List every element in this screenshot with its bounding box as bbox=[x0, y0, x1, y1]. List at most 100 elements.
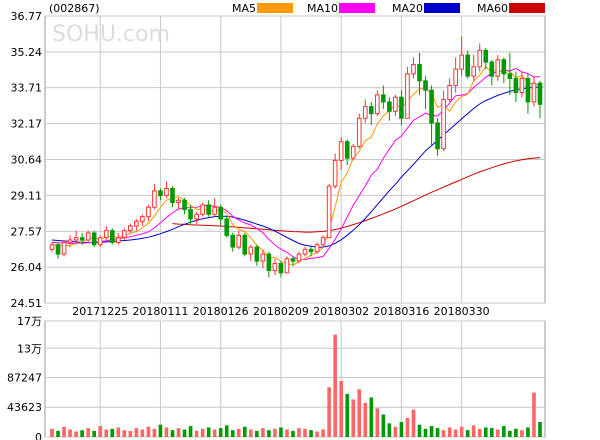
date-tick-label: 20180330 bbox=[434, 305, 490, 318]
candle-body-up bbox=[393, 96, 398, 112]
candle-body-down bbox=[242, 234, 248, 255]
candle-body-down bbox=[489, 61, 495, 77]
volume-bar bbox=[152, 428, 157, 437]
volume-bar bbox=[164, 427, 169, 437]
volume-bar bbox=[423, 428, 428, 437]
candle-body-up bbox=[356, 117, 362, 147]
candle-body-up bbox=[326, 185, 332, 239]
volume-bar bbox=[224, 425, 229, 437]
volume-panel-frame bbox=[44, 320, 546, 438]
volume-bar bbox=[273, 428, 277, 437]
candle-body-up bbox=[140, 216, 145, 222]
candle-body-down bbox=[266, 253, 272, 271]
volume-bar bbox=[158, 424, 163, 437]
candle-body-up bbox=[164, 188, 169, 197]
candle-body-up bbox=[362, 106, 368, 119]
ma5-line bbox=[51, 66, 541, 266]
volume-tick-label: 87247 bbox=[7, 371, 42, 384]
watermark: SOHU.com bbox=[52, 22, 170, 47]
volume-bar bbox=[502, 426, 506, 437]
volume-bar bbox=[56, 430, 60, 437]
legend-label-ma10: MA10 bbox=[307, 2, 338, 15]
volume-bar bbox=[315, 431, 319, 437]
volume-bar bbox=[86, 428, 90, 437]
volume-bar bbox=[321, 429, 325, 437]
candle-body-down bbox=[423, 80, 428, 91]
volume-bar bbox=[206, 427, 211, 437]
candle-body-down bbox=[158, 190, 163, 197]
volume-bar bbox=[291, 430, 295, 437]
volume-bar bbox=[249, 429, 253, 437]
volume-bar bbox=[339, 381, 343, 437]
candle-body-down bbox=[399, 96, 404, 119]
volume-bar bbox=[128, 430, 133, 437]
date-axis-labels: 20171225 20180111 20180126 20180209 20180302… bbox=[72, 305, 489, 318]
legend-label-ma20: MA20 bbox=[392, 2, 423, 15]
candle-body-up bbox=[459, 54, 464, 70]
volume-bar bbox=[471, 425, 476, 437]
ma20-line bbox=[51, 86, 541, 248]
volume-bar bbox=[399, 421, 404, 437]
candle-body-down bbox=[254, 246, 260, 262]
candle-body-up bbox=[152, 190, 157, 208]
volume-tick-label: 17万 bbox=[17, 315, 42, 328]
volume-bar bbox=[242, 426, 247, 437]
legend-label-ma60: MA60 bbox=[477, 2, 508, 15]
volume-bar bbox=[357, 389, 362, 437]
volume-bar bbox=[309, 430, 313, 437]
candle-body-up bbox=[338, 141, 344, 161]
candle-body-down bbox=[513, 78, 519, 94]
volume-bar bbox=[116, 427, 121, 437]
candle-body-down bbox=[308, 248, 314, 253]
candle-body-up bbox=[212, 206, 217, 215]
candle-body-up bbox=[128, 225, 133, 232]
candle-body-up bbox=[350, 145, 356, 159]
candle-body-up bbox=[411, 63, 416, 75]
candle-body-up bbox=[194, 213, 199, 220]
candle-body-down bbox=[525, 78, 531, 103]
candle-body-up bbox=[115, 237, 121, 243]
volume-bar bbox=[188, 426, 193, 437]
volume-bars bbox=[50, 334, 542, 437]
volume-bar bbox=[369, 397, 374, 437]
volume-bar bbox=[285, 429, 289, 437]
volume-bar bbox=[520, 430, 524, 437]
legend-label-ma5: MA5 bbox=[232, 2, 256, 15]
candle-body-up bbox=[103, 230, 109, 239]
candle-body-up bbox=[85, 232, 91, 241]
candle-body-down bbox=[290, 258, 296, 262]
volume-bar bbox=[327, 387, 331, 437]
candle-body-up bbox=[296, 253, 302, 262]
price-tick-label: 35.24 bbox=[11, 46, 43, 59]
price-tick-label: 32.17 bbox=[11, 118, 43, 131]
candle-body-up bbox=[495, 59, 501, 77]
volume-bar bbox=[538, 421, 542, 437]
legend-swatch-ma5 bbox=[257, 3, 293, 13]
candle-body-up bbox=[284, 258, 290, 274]
candle-body-up bbox=[375, 94, 380, 115]
chart-grid bbox=[44, 15, 546, 438]
volume-bar bbox=[405, 417, 410, 437]
price-tick-label: 24.51 bbox=[11, 297, 43, 310]
candle-body-down bbox=[230, 234, 236, 248]
candle-body-down bbox=[170, 188, 175, 204]
volume-bar bbox=[435, 428, 440, 437]
volume-bar bbox=[230, 430, 235, 437]
candle-body-up bbox=[441, 99, 446, 150]
volume-bar bbox=[50, 428, 54, 437]
candle-body-up bbox=[61, 241, 67, 255]
candle-body-down bbox=[344, 141, 350, 159]
candle-body-down bbox=[109, 230, 115, 243]
candle-body-down bbox=[218, 206, 224, 220]
volume-bar bbox=[441, 430, 446, 437]
candle-body-down bbox=[465, 54, 471, 77]
candle-body-down bbox=[387, 101, 392, 112]
candle-body-down bbox=[188, 209, 193, 220]
volume-bar bbox=[170, 430, 175, 437]
volume-bar bbox=[532, 392, 536, 437]
candle-body-down bbox=[79, 237, 85, 241]
volume-bar bbox=[508, 430, 512, 437]
candle-body-up bbox=[49, 244, 55, 250]
volume-bar bbox=[176, 428, 181, 437]
